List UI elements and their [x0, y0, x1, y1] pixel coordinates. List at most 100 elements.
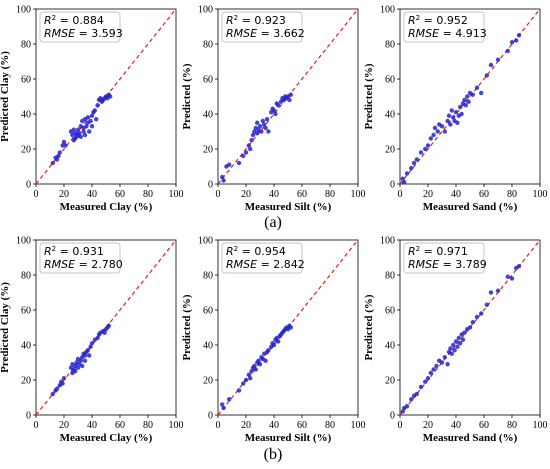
y-tick-label: 80	[21, 40, 31, 51]
data-point	[84, 124, 89, 129]
x-tick-label: 40	[451, 189, 461, 200]
panel-label-a: (a)	[264, 214, 282, 231]
x-tick-label: 20	[423, 420, 433, 431]
data-point	[263, 125, 268, 131]
y-tick-label: 80	[21, 271, 31, 282]
y-tick-label: 40	[203, 110, 213, 121]
y-tick-label: 20	[203, 145, 213, 156]
data-point	[88, 344, 93, 349]
y-tick-label: 20	[203, 376, 213, 387]
y-tick-label: 80	[203, 40, 213, 51]
r2-stat: R2 = 0.884	[44, 14, 104, 27]
y-tick-label: 0	[208, 180, 213, 191]
y-axis-label: Predicted (%)	[181, 294, 193, 360]
data-point	[108, 94, 113, 99]
data-point	[439, 124, 445, 129]
data-point	[448, 122, 453, 127]
data-point	[495, 57, 501, 62]
data-point	[276, 103, 281, 108]
x-tick-label: 40	[451, 420, 461, 431]
data-point	[243, 150, 249, 155]
data-point	[495, 288, 501, 293]
r2-stat: R2 = 0.971	[408, 245, 468, 258]
x-tick-label: 20	[241, 189, 251, 200]
scatter-panel-b1: 00 20 20 40 40 60 60 80 80 100 100 Measured Clay (%…	[0, 236, 184, 445]
y-tick-label: 0	[26, 180, 31, 191]
data-point	[465, 94, 470, 99]
x-tick-label: 100	[169, 420, 184, 431]
data-point	[466, 99, 471, 104]
x-tick-label: 100	[533, 189, 548, 200]
x-axis-label: Measured Clay (%)	[60, 432, 153, 444]
data-point	[479, 311, 484, 316]
x-axis-label: Measured Silt (%)	[245, 432, 332, 444]
y-tick-label: 60	[21, 306, 31, 317]
data-point	[452, 348, 457, 353]
data-point	[57, 150, 62, 155]
x-tick-label: 80	[325, 189, 335, 200]
y-tick-label: 0	[390, 180, 395, 191]
x-tick-label: 0	[216, 420, 221, 431]
stats-box	[221, 11, 303, 43]
stats-box	[39, 11, 121, 43]
data-point	[418, 384, 424, 390]
data-point	[445, 362, 450, 367]
data-point	[266, 129, 271, 134]
rmse-stat: RMSE = 4.913	[408, 27, 487, 40]
y-tick-label: 20	[385, 145, 395, 156]
x-tick-label: 0	[34, 420, 39, 431]
data-point	[505, 48, 510, 54]
r2-stat: R2 = 0.954	[226, 245, 286, 258]
data-point	[262, 122, 267, 127]
data-point	[453, 339, 459, 344]
x-tick-label: 100	[533, 420, 548, 431]
data-point	[445, 118, 450, 124]
stats-box	[403, 11, 485, 43]
data-point	[400, 409, 405, 414]
x-tick-label: 0	[398, 189, 403, 200]
data-point	[87, 353, 92, 358]
data-point	[449, 108, 454, 113]
data-point	[442, 129, 447, 134]
data-point	[474, 85, 480, 90]
data-point	[85, 115, 91, 120]
data-point	[474, 314, 480, 320]
data-point	[94, 117, 99, 122]
data-point	[425, 376, 431, 381]
y-axis-label: Predicted (%)	[181, 63, 193, 129]
data-point	[77, 131, 82, 136]
y-tick-label: 40	[21, 341, 31, 352]
x-axis-label: Measured Sand (%)	[423, 201, 518, 213]
data-point	[453, 110, 459, 115]
y-tick-label: 0	[26, 411, 31, 422]
data-point	[50, 160, 55, 166]
x-tick-label: 0	[216, 189, 221, 200]
y-tick-label: 100	[16, 236, 31, 247]
data-point	[448, 346, 453, 351]
data-point	[458, 341, 463, 346]
data-point	[404, 404, 410, 409]
data-point	[78, 358, 84, 363]
data-point	[509, 40, 515, 45]
data-point	[431, 367, 436, 372]
data-point	[220, 174, 225, 180]
rmse-stat: RMSE = 2.842	[226, 258, 305, 271]
data-point	[71, 127, 77, 132]
data-point	[75, 365, 81, 370]
data-point	[442, 355, 447, 360]
data-point	[488, 62, 494, 68]
x-tick-label: 100	[351, 420, 366, 431]
data-point	[88, 118, 93, 124]
data-point	[89, 341, 95, 346]
y-axis-label: Predicted (%)	[363, 294, 375, 360]
x-tick-label: 60	[115, 420, 125, 431]
y-tick-label: 100	[16, 5, 31, 16]
data-point	[516, 33, 522, 38]
data-point	[411, 160, 417, 166]
rmse-stat: RMSE = 3.789	[408, 258, 487, 271]
data-point	[249, 138, 254, 143]
y-tick-label: 20	[21, 145, 31, 156]
x-axis-label: Measured Sand (%)	[423, 432, 518, 444]
data-point	[276, 339, 281, 344]
x-tick-label: 40	[269, 189, 279, 200]
